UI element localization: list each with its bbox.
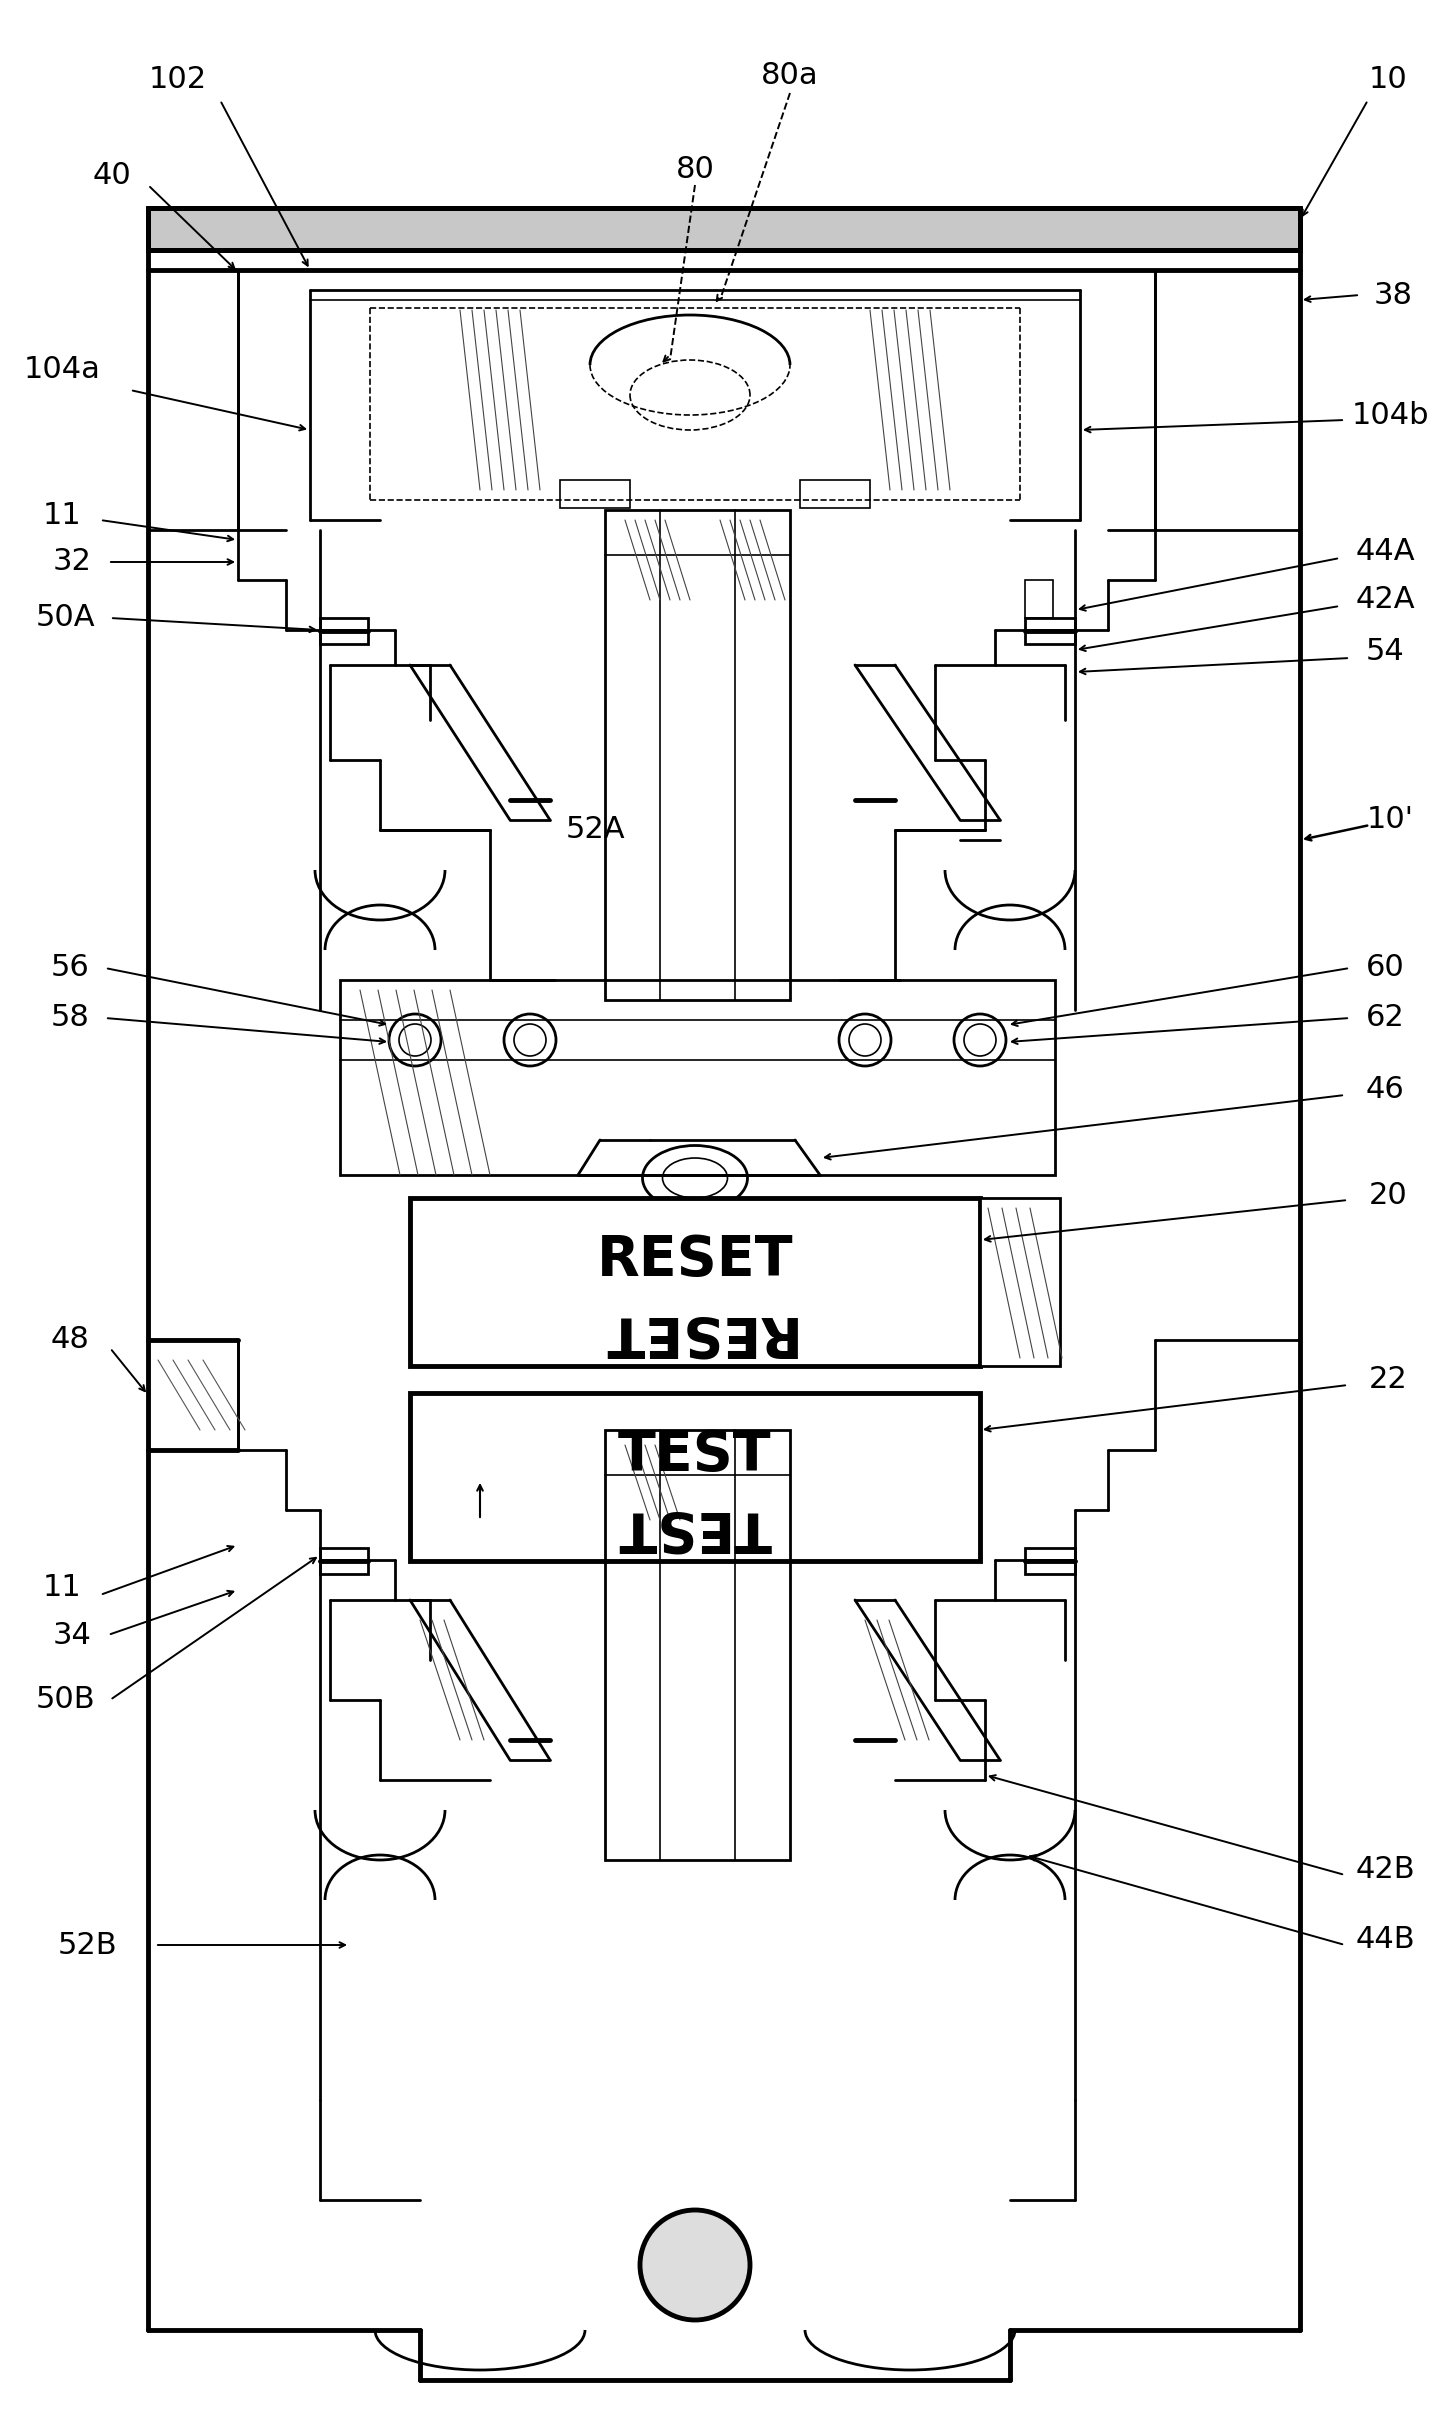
Bar [148, 1339, 238, 1450]
Text: 54: 54 [1366, 637, 1405, 666]
Text: 102: 102 [150, 65, 208, 94]
Text: RESET: RESET [597, 1305, 793, 1359]
Text: 42A: 42A [1356, 586, 1415, 615]
Text: 44B: 44B [1356, 1926, 1415, 1955]
Bar [148, 208, 1300, 251]
Bar [410, 1197, 979, 1366]
Text: RESET: RESET [597, 1233, 793, 1286]
Bar [340, 980, 1055, 1175]
Text: 22: 22 [1369, 1366, 1408, 1395]
Text: 40: 40 [93, 162, 131, 191]
Text: 52A: 52A [565, 816, 625, 845]
Text: 104a: 104a [23, 355, 100, 384]
Bar [1024, 579, 1053, 618]
Text: 62: 62 [1366, 1004, 1405, 1033]
Bar [801, 480, 870, 509]
Text: 50A: 50A [36, 603, 96, 632]
Bar [979, 1197, 1061, 1366]
Text: 42B: 42B [1356, 1856, 1415, 1885]
Text: 52B: 52B [58, 1930, 118, 1959]
Bar [1024, 1549, 1075, 1573]
Circle shape [639, 2210, 750, 2319]
Text: TEST: TEST [618, 1501, 772, 1554]
Text: 50B: 50B [36, 1687, 96, 1716]
Text: 10': 10' [1366, 806, 1414, 835]
Bar [1024, 618, 1075, 644]
Text: 34: 34 [52, 1622, 92, 1650]
Text: 56: 56 [51, 953, 90, 982]
Bar [410, 1392, 979, 1561]
Bar [604, 509, 790, 999]
Bar [559, 480, 631, 509]
Text: 80a: 80a [761, 60, 819, 89]
Text: 80: 80 [676, 154, 715, 183]
Text: 58: 58 [51, 1004, 90, 1033]
Text: 11: 11 [42, 499, 81, 528]
Text: 20: 20 [1369, 1180, 1408, 1209]
Text: TEST: TEST [618, 1428, 772, 1482]
Bar [320, 618, 368, 644]
Text: 44A: 44A [1356, 538, 1415, 567]
Text: 60: 60 [1366, 953, 1405, 982]
Text: 48: 48 [51, 1325, 90, 1354]
Text: 46: 46 [1366, 1076, 1405, 1105]
Text: 10: 10 [1369, 65, 1408, 94]
Text: 11: 11 [42, 1573, 81, 1602]
Bar [604, 1431, 790, 1860]
Text: 32: 32 [52, 548, 92, 577]
Bar [320, 1549, 368, 1573]
Text: 104b: 104b [1351, 401, 1428, 430]
Text: 38: 38 [1373, 280, 1412, 309]
